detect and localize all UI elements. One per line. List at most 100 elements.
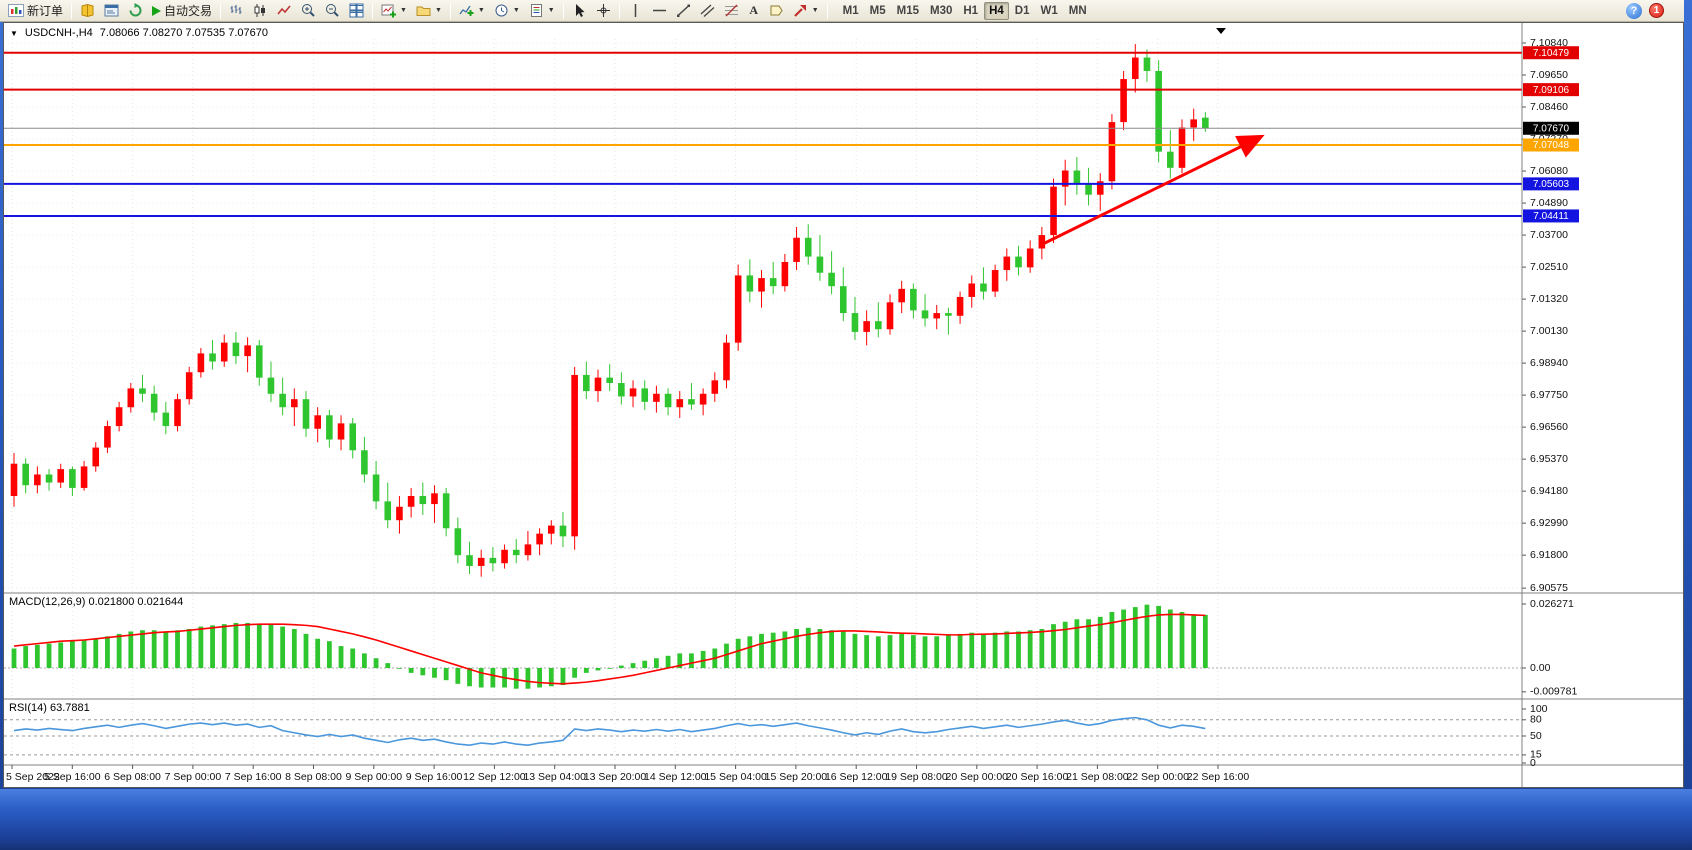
trendline-button[interactable] [672,1,695,21]
macd-histogram-bar [1097,616,1103,668]
label-tool-button[interactable] [765,1,788,21]
macd-histogram-bar [116,633,122,668]
macd-histogram-bar [198,626,204,668]
help-icon[interactable]: ? [1626,2,1642,19]
macd-histogram-bar [34,644,40,668]
time-axis-label: 20 Sep 16:00 [1006,771,1069,783]
candle-body [10,463,18,496]
tile-windows-icon [349,3,364,18]
candle-body [80,466,88,488]
autotrading-button[interactable]: 自动交易 [148,1,216,21]
chevron-down-icon: ▼ [512,7,520,14]
candles-layer [10,44,1209,577]
macd-histogram-bar [186,629,192,668]
candle-body [1003,256,1011,271]
macd-histogram-bar [291,629,297,668]
terminal-button[interactable] [100,1,123,21]
timeframe-button-mn[interactable]: MN [1068,4,1087,17]
price-marker-box [1523,138,1579,152]
tile-windows-button[interactable] [345,1,368,21]
timeframe-button-h4[interactable]: H4 [984,1,1009,20]
toolbar-separator [449,2,451,19]
indicators-button[interactable]: ▼ [455,1,489,21]
cursor-icon [575,4,585,17]
toolbar-separator [71,2,73,19]
timeframe-button-d1[interactable]: D1 [1014,4,1030,17]
autotrading-play-icon [152,5,162,16]
timeframe-button-w1[interactable]: W1 [1040,4,1058,17]
macd-histogram-bar [46,643,52,668]
toolbar-separator [826,2,828,19]
macd-histogram-bar [992,632,998,668]
rsi-scale-label: 0 [1530,757,1536,769]
price-marker-box [1523,209,1579,223]
candle-body [1178,127,1186,168]
horizontal-line-button[interactable] [648,1,671,21]
candle-body [945,313,952,316]
macd-histogram-bar [233,622,239,668]
timeframe-button-m15[interactable]: M15 [896,4,919,17]
text-tool-button[interactable]: A [744,1,764,21]
new-order-icon [8,4,24,17]
metaeditor-button[interactable] [76,1,99,21]
profiles-button[interactable]: ▼ [412,1,446,21]
timeframe-button-h1[interactable]: H1 [963,4,979,17]
cursor-button[interactable] [568,1,591,21]
macd-histogram-bar [128,631,134,668]
macd-histogram-bar [665,655,671,668]
trend-arrow[interactable] [1041,134,1265,246]
macd-histogram-bar [537,668,542,688]
chevron-down-icon: ▼ [547,7,555,14]
macd-histogram-bar [618,665,624,668]
candle-body [875,321,882,330]
candle-body [115,407,123,427]
timeframe-button-m5[interactable]: M5 [869,4,886,17]
price-marker-box [1523,46,1579,60]
shapes-button[interactable]: ▼ [789,1,823,21]
chart-shift-marker[interactable] [1216,28,1226,34]
toolbar-separator [372,2,374,19]
metaeditor-icon [81,3,94,18]
timeframe-button-m30[interactable]: M30 [930,4,953,17]
price-scale[interactable]: 7.108407.096507.084607.072707.060807.048… [1522,37,1568,594]
strategy-tester-button[interactable] [124,1,147,21]
candle-body [174,399,181,427]
macd-histogram-bar [1051,624,1056,668]
time-axis-label: 7 Sep 00:00 [165,771,222,783]
crosshair-button[interactable] [592,1,615,21]
macd-layer: 0.026271 0.00 -0.009781 [4,598,1577,698]
periods-button[interactable]: ▼ [490,1,524,21]
candle-body [547,525,555,534]
macd-histogram-bar [210,625,215,668]
candle-body [162,412,170,427]
templates-button[interactable]: ▼ [525,1,559,21]
channel-button[interactable] [696,1,719,21]
new-chart-button[interactable]: ▼ [377,1,411,21]
candle-body [711,380,719,394]
timeframe-button-m1[interactable]: M1 [842,4,859,17]
bar-chart-button[interactable] [225,1,248,21]
time-axis-label: 7 Sep 16:00 [225,771,282,783]
new-order-button[interactable]: 新订单 [4,1,67,21]
line-chart-button[interactable] [273,1,296,21]
notification-badge[interactable]: 1 [1649,3,1664,18]
candle-body [442,493,450,529]
text-icon: A [749,3,759,17]
fibonacci-button[interactable] [720,1,743,21]
zoom-in-button[interactable] [297,1,320,21]
candlestick-chart-button[interactable] [249,1,272,21]
chart-canvas[interactable]: 7.108407.096507.084607.072707.060807.048… [4,23,1683,787]
candle-body [910,288,917,311]
candle-body [1038,235,1046,249]
vertical-line-button[interactable] [624,1,647,21]
candle-body [45,474,53,483]
time-axis-label: 13 Sep 20:00 [584,771,647,783]
candle-body [220,342,228,362]
candlestick-chart-icon [254,4,266,17]
candle-body [291,399,298,408]
zoom-out-button[interactable] [321,1,344,21]
macd-histogram-bar [455,668,461,684]
macd-histogram-bar [58,642,64,668]
